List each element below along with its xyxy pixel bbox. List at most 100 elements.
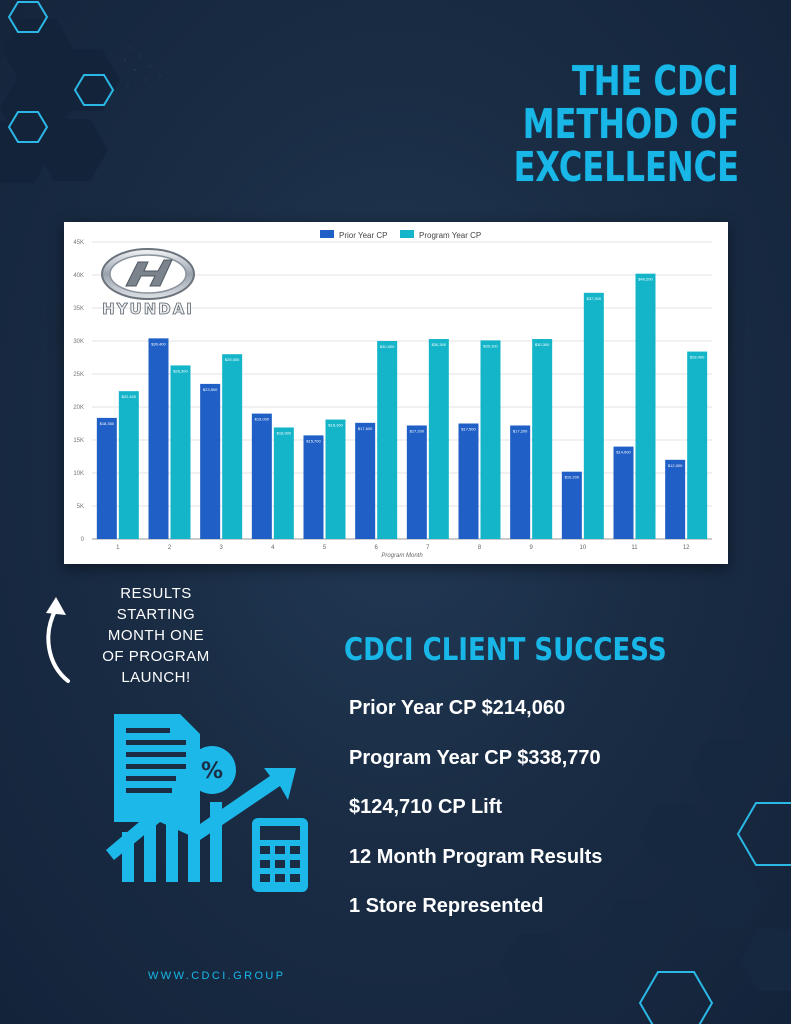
logo-wordmark: HYUNDAI bbox=[102, 300, 194, 318]
chart-legend: Prior Year CP Program Year CP bbox=[320, 230, 481, 240]
x-tick-label: 4 bbox=[271, 545, 275, 551]
data-label: $40,200 bbox=[638, 277, 653, 282]
page-title: THE CDCI METHOD OF EXCELLENCE bbox=[514, 60, 739, 189]
y-tick-label: 40K bbox=[73, 273, 84, 279]
bar-prior-12 bbox=[665, 459, 686, 539]
bar-program-5 bbox=[325, 419, 346, 539]
bar-program-2 bbox=[170, 365, 191, 539]
x-tick-label: 11 bbox=[631, 545, 638, 551]
y-tick-label: 15K bbox=[73, 438, 84, 444]
bar-program-12 bbox=[687, 351, 708, 539]
note-line: MONTH ONE bbox=[107, 627, 205, 644]
data-label: $30,300 bbox=[535, 342, 550, 347]
note-line: RESULTS bbox=[120, 585, 192, 602]
data-label: $17,500 bbox=[461, 427, 476, 432]
y-tick-label: 20K bbox=[73, 405, 84, 411]
bar-prior-11 bbox=[613, 446, 634, 539]
y-tick-label: 45K bbox=[73, 240, 84, 246]
data-label: $30,000 bbox=[380, 344, 395, 349]
curved-up-arrow-icon bbox=[46, 597, 70, 683]
bar-prior-9 bbox=[510, 425, 531, 539]
results-note: RESULTS STARTING MONTH ONE OF PROGRAM LA… bbox=[92, 583, 220, 688]
bar-chart: Prior Year CP Program Year CP 0 5K 10K 15K 2… bbox=[73, 230, 712, 559]
bar-program-11 bbox=[635, 273, 656, 539]
bar-program-3 bbox=[222, 354, 243, 539]
x-tick-label: 6 bbox=[374, 545, 378, 551]
y-tick-label: 30K bbox=[73, 339, 84, 345]
y-tick-label: 10K bbox=[73, 471, 84, 477]
x-tick-label: 10 bbox=[579, 545, 586, 551]
y-tick-label: 35K bbox=[73, 306, 84, 312]
bar-prior-6 bbox=[355, 422, 376, 539]
data-label: $30,400 bbox=[151, 341, 166, 346]
data-label: $19,000 bbox=[255, 417, 270, 422]
bar-prior-3 bbox=[200, 383, 221, 539]
bar-program-4 bbox=[273, 427, 294, 539]
bar-program-7 bbox=[428, 339, 449, 539]
bar-prior-2 bbox=[148, 338, 169, 539]
legend-swatch-prior bbox=[320, 230, 334, 238]
data-label: $17,200 bbox=[513, 428, 528, 433]
legend-label-program: Program Year CP bbox=[419, 231, 481, 240]
data-label: $10,200 bbox=[565, 475, 580, 480]
bar-prior-5 bbox=[303, 435, 324, 539]
data-label: $23,500 bbox=[203, 387, 218, 392]
bar-program-9 bbox=[532, 339, 553, 539]
bar-program-10 bbox=[583, 292, 604, 539]
x-tick-label: 12 bbox=[683, 545, 690, 551]
hyundai-logo: HYUNDAI bbox=[101, 248, 195, 318]
x-tick-label: 5 bbox=[323, 545, 327, 551]
title-line-2: METHOD OF bbox=[522, 100, 739, 148]
data-label: $16,900 bbox=[277, 430, 292, 435]
note-line: LAUNCH! bbox=[121, 669, 191, 686]
x-tick-label: 2 bbox=[168, 545, 172, 551]
x-tick-label: 1 bbox=[116, 545, 120, 551]
title-line-1: THE CDCI bbox=[572, 57, 739, 105]
bar-prior-8 bbox=[458, 423, 479, 539]
x-tick-label: 7 bbox=[426, 545, 430, 551]
data-label: $30,300 bbox=[432, 342, 447, 347]
y-tick-label: 0 bbox=[81, 537, 85, 543]
finance-growth-icon: % bbox=[106, 714, 308, 892]
chart-card: Prior Year CP Program Year CP 0 5K 10K 15K 2… bbox=[64, 222, 728, 564]
stat-program-year: Program Year CP $338,770 bbox=[349, 746, 601, 769]
stat-stores: 1 Store Represented bbox=[349, 895, 544, 917]
x-tick-label: 3 bbox=[219, 545, 223, 551]
data-label: $22,400 bbox=[122, 394, 137, 399]
stat-cp-lift: $124,710 CP Lift bbox=[349, 796, 503, 818]
bar-program-1 bbox=[118, 391, 139, 539]
website-url[interactable]: WWW.CDCI.GROUP bbox=[148, 970, 286, 982]
note-line: OF PROGRAM bbox=[102, 648, 210, 665]
bar-prior-7 bbox=[406, 425, 427, 539]
bar-program-8 bbox=[480, 340, 501, 539]
data-label: $15,700 bbox=[306, 438, 321, 443]
data-label: $30,100 bbox=[483, 343, 498, 348]
data-label: $28,000 bbox=[225, 357, 240, 362]
bar-program-6 bbox=[377, 341, 398, 539]
bar-prior-10 bbox=[561, 471, 582, 539]
note-line: STARTING bbox=[116, 606, 196, 623]
bar-prior-4 bbox=[251, 413, 272, 539]
stat-program-results: 12 Month Program Results bbox=[349, 845, 603, 868]
data-label: $14,000 bbox=[616, 450, 631, 455]
svg-text:%: % bbox=[201, 759, 223, 784]
data-label: $12,000 bbox=[668, 463, 683, 468]
legend-label-prior: Prior Year CP bbox=[339, 231, 387, 240]
data-label: $17,200 bbox=[410, 428, 425, 433]
bar-prior-1 bbox=[96, 417, 117, 539]
data-label: $37,300 bbox=[587, 296, 602, 301]
data-label: $28,400 bbox=[690, 355, 705, 360]
data-label: $26,300 bbox=[173, 368, 188, 373]
x-axis-label: Program Month bbox=[381, 553, 423, 559]
data-label: $18,100 bbox=[328, 423, 343, 428]
y-tick-label: 25K bbox=[73, 372, 84, 378]
client-success-title: CDCI CLIENT SUCCESS bbox=[344, 632, 667, 668]
legend-swatch-program bbox=[400, 230, 414, 238]
data-label: $18,350 bbox=[100, 421, 115, 426]
data-label: $17,600 bbox=[358, 426, 373, 431]
stat-prior-year: Prior Year CP $214,060 bbox=[349, 697, 566, 719]
x-tick-label: 8 bbox=[478, 545, 482, 551]
title-line-3: EXCELLENCE bbox=[513, 143, 739, 191]
y-tick-label: 5K bbox=[77, 504, 84, 510]
